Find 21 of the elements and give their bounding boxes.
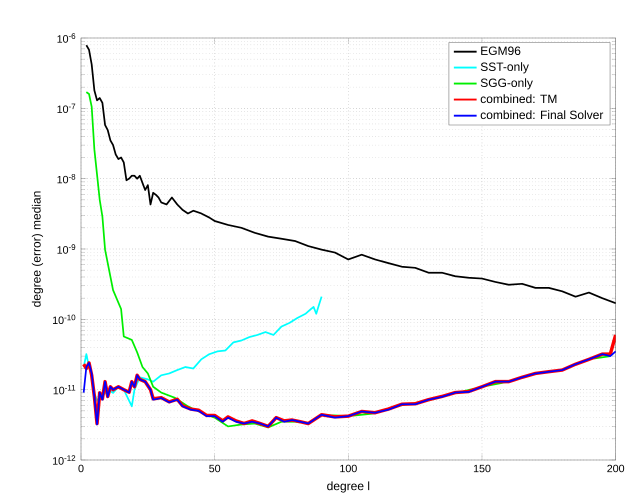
- x-tick-label: 200: [607, 464, 624, 472]
- x-tick-label: 0: [78, 464, 84, 472]
- legend-label: SST-only: [480, 62, 529, 74]
- legend-label: combined: TM: [480, 94, 556, 104]
- x-tick-label: 100: [340, 464, 357, 472]
- y-tick-label: 10$^{-7}$: [57, 104, 76, 114]
- x-axis-title: degree l: [327, 481, 370, 493]
- legend-label: EGM96: [481, 46, 520, 55]
- y-axis-title: degree (error) median: [32, 191, 44, 307]
- legend-label: SGG-only: [480, 78, 533, 90]
- y-tick-label: 10$^{-10}$: [53, 314, 76, 324]
- x-tick-label: 150: [474, 464, 490, 472]
- legend-label: combined: Final Solver: [480, 110, 604, 120]
- x-tick-label: 50: [209, 464, 220, 472]
- line-series: [82, 350, 616, 428]
- y-tick-label: 10$^{-12}$: [53, 455, 76, 465]
- y-tick-label: 10$^{-9}$: [57, 244, 76, 254]
- y-tick-label: 10$^{-11}$: [54, 384, 76, 394]
- line-series: [85, 44, 616, 304]
- y-tick-label: 10$^{-8}$: [57, 174, 76, 184]
- y-tick-label: 10$^{-6}$: [57, 33, 76, 43]
